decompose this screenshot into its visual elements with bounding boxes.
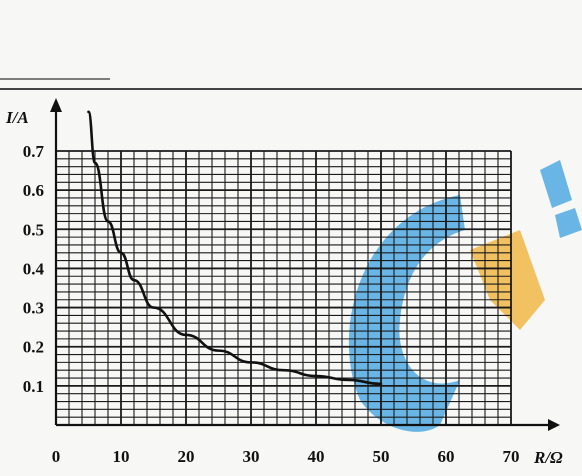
y-tick-label: 0.2	[23, 338, 44, 357]
y-tick-label: 0.3	[23, 299, 44, 318]
x-tick-label: 10	[113, 447, 130, 466]
tick-labels: 0 10 20 30 40 50 60 70 0.1 0.2 0.3 0.4 0.5 0.6 0.7	[23, 142, 520, 466]
y-tick-label: 0.6	[23, 181, 44, 200]
x-axis-arrow	[548, 419, 560, 431]
x-tick-label: 40	[308, 447, 325, 466]
series	[87, 110, 383, 386]
x-axis-label: R/Ω	[533, 448, 563, 467]
x-tick-label: 70	[503, 447, 520, 466]
watermark-arc	[348, 195, 465, 432]
x-tick-label: 50	[373, 447, 390, 466]
axes	[50, 98, 560, 431]
x-tick-label: 20	[178, 447, 195, 466]
y-tick-label: 0.5	[23, 220, 44, 239]
x-tick-label: 30	[243, 447, 260, 466]
y-axis-label: I/A	[5, 108, 29, 127]
y-axis-arrow	[50, 98, 62, 112]
y-tick-label: 0.7	[23, 142, 45, 161]
watermark-glyph	[540, 160, 582, 238]
x-tick-label: 0	[52, 447, 61, 466]
watermark-logo	[348, 160, 582, 432]
grid	[55, 150, 512, 426]
watermark-chevron	[470, 230, 545, 330]
x-tick-label: 60	[438, 447, 455, 466]
y-tick-label: 0.4	[23, 259, 45, 278]
y-tick-label: 0.1	[23, 377, 44, 396]
series-curve	[87, 110, 383, 386]
